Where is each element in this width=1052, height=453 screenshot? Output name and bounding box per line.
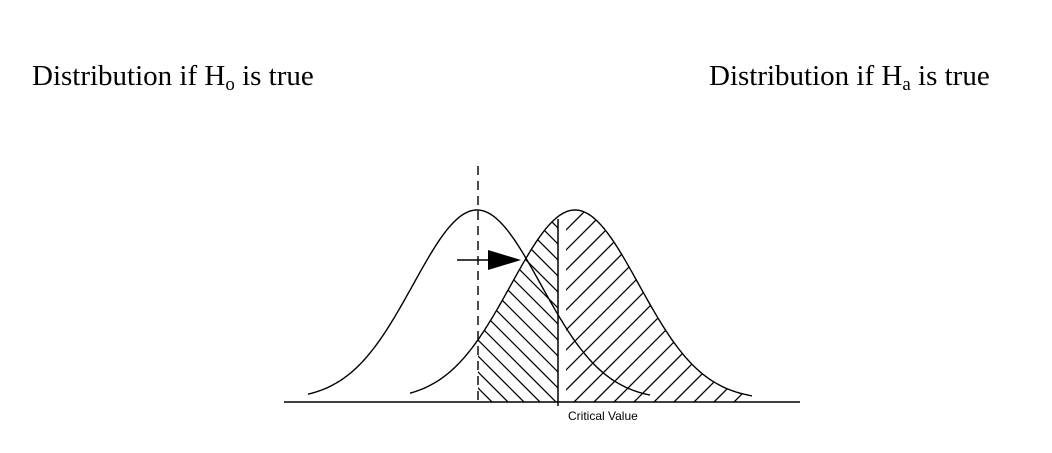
hatch-line — [745, 210, 752, 402]
hatch-line — [986, 200, 1052, 410]
hatch-line — [478, 216, 485, 402]
hatch-line — [226, 200, 436, 410]
hatch-line — [513, 216, 558, 402]
hatch-line — [481, 216, 558, 402]
hatch-line — [194, 200, 404, 410]
hatch-line — [566, 210, 697, 402]
hatch-line — [658, 200, 868, 410]
hatch-line — [478, 216, 558, 402]
hatch-line — [478, 216, 558, 402]
hatch-line — [685, 210, 752, 402]
hatch-line — [770, 200, 980, 410]
hatch-line — [478, 216, 517, 402]
hatch-line — [926, 200, 1052, 410]
hatch-line — [966, 200, 1052, 410]
hatch-line — [802, 200, 1012, 410]
hatch-line — [178, 200, 388, 410]
hatch-line — [478, 216, 558, 402]
hatch-line — [754, 200, 964, 410]
hatch-line — [1046, 200, 1052, 410]
hatch-line — [566, 210, 752, 402]
h0-label-subscript: o — [225, 74, 235, 95]
hatch-line — [478, 216, 533, 402]
hatch-line — [478, 216, 558, 402]
hatch-line — [690, 200, 900, 410]
hatch-line — [605, 210, 752, 402]
hatch-line — [625, 210, 752, 402]
hatch-line — [478, 216, 501, 402]
ha-label-prefix: Distribution if H — [709, 60, 903, 92]
hatch-line — [725, 210, 752, 402]
ha-label-subscript: a — [902, 74, 911, 95]
hatch-line — [266, 200, 476, 410]
ha-distribution-curve — [409, 209, 753, 397]
hatch-line — [210, 200, 420, 410]
hatch-line — [665, 210, 752, 402]
hatch-line — [478, 216, 558, 402]
hatch-line — [286, 200, 496, 410]
hatch-line — [850, 200, 1052, 410]
hatch-line — [766, 200, 976, 410]
h0-label-prefix: Distribution if H — [32, 60, 226, 92]
hatch-line — [566, 210, 637, 402]
hatch-line — [645, 210, 752, 402]
shift-arrowhead — [488, 250, 521, 270]
hatch-line — [258, 200, 468, 410]
hatch-line — [642, 200, 852, 410]
hatch-line — [806, 200, 1016, 410]
hatch-line — [346, 200, 556, 410]
power-hatch-region — [266, 200, 1052, 410]
beta-hatch-region — [178, 200, 1052, 410]
hatch-line — [1006, 200, 1052, 410]
hatch-line — [946, 200, 1052, 410]
hatch-line — [826, 200, 1036, 410]
hatch-line — [786, 200, 996, 410]
hatch-line — [738, 200, 948, 410]
h0-distribution-label: Distribution if Ho is true — [32, 60, 314, 95]
hatch-line — [834, 200, 1044, 410]
hatch-line — [585, 210, 752, 402]
hatch-line — [594, 200, 804, 410]
hatch-line — [497, 216, 558, 402]
hatch-line — [786, 200, 996, 410]
critical-value-label: Critical Value — [568, 409, 638, 423]
hatch-line — [674, 200, 884, 410]
ha-label-suffix: is true — [910, 60, 990, 92]
hatch-line — [562, 200, 772, 410]
hatch-line — [566, 210, 597, 402]
h0-distribution-curve — [307, 209, 651, 396]
hatch-line — [906, 200, 1052, 410]
hatch-line — [478, 216, 558, 402]
hatch-line — [478, 216, 549, 402]
hatch-line — [566, 210, 677, 402]
hatch-line — [846, 200, 1052, 410]
hatch-line — [866, 200, 1052, 410]
h0-label-suffix: is true — [234, 60, 314, 92]
hatch-line — [722, 200, 932, 410]
hatch-line — [1026, 200, 1052, 410]
hatch-line — [478, 216, 558, 402]
hatch-line — [610, 200, 820, 410]
hatch-line — [242, 200, 452, 410]
hatch-line — [706, 200, 916, 410]
hatch-line — [566, 210, 617, 402]
hatch-line — [326, 200, 536, 410]
hatch-line — [818, 200, 1028, 410]
ha-distribution-label: Distribution if Ha is true — [709, 60, 990, 95]
hatch-line — [886, 200, 1052, 410]
hatch-line — [705, 210, 752, 402]
